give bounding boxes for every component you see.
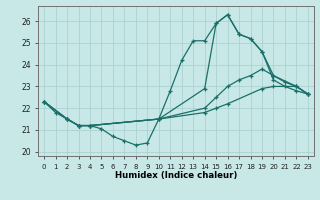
X-axis label: Humidex (Indice chaleur): Humidex (Indice chaleur) — [115, 171, 237, 180]
